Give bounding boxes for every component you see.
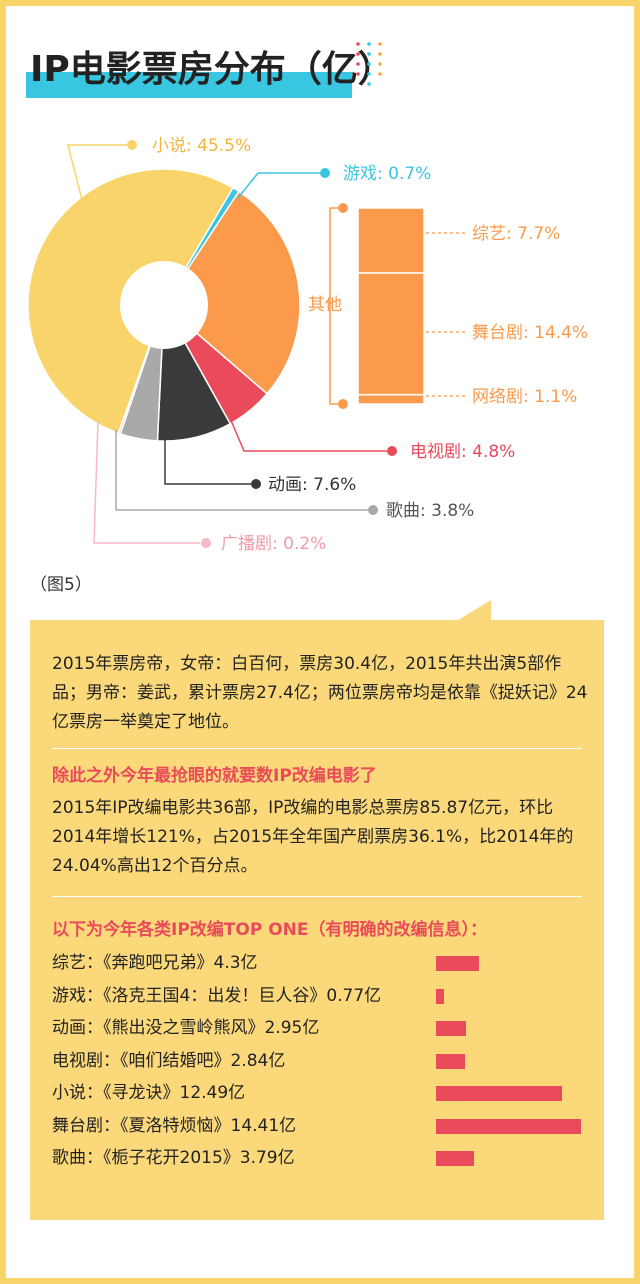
label-stage: 舞台剧: 14.4% [472,323,588,343]
panel-tab [455,600,491,622]
top-list-label: 小说：《寻龙诀》12.49亿 [52,1083,246,1103]
leader-animation-dot [251,479,261,489]
top-list-label: 歌曲：《栀子花开2015》3.79亿 [52,1148,295,1168]
top-list-item: 动画：《熊出没之雪岭熊风》2.95亿 [52,1015,592,1041]
label-game: 游戏: 0.7% [343,164,431,184]
donut-hole [120,261,208,349]
title-underline-bar [26,72,352,98]
other-breakdown-bar-1 [357,272,425,396]
figure-label: （图5） [30,575,92,595]
top-list-item: 小说：《寻龙诀》12.49亿 [52,1080,592,1106]
highlight-heading-1: 除此之外今年最抢眼的就要数IP改编电影了 [52,766,377,786]
label-music: 歌曲: 3.8% [386,501,474,521]
other-breakdown-bar-2 [357,393,425,405]
label-tv: 电视剧: 4.8% [410,442,515,462]
top-list-item: 歌曲：《栀子花开2015》3.79亿 [52,1145,592,1171]
other-bracket [329,207,343,405]
leader-tv [229,417,387,452]
highlight-heading-2: 以下为今年各类IP改编TOP ONE（有明确的改编信息）： [52,920,488,940]
top-list-label: 游戏：《洛克王国4：出发！巨人谷》0.77亿 [52,985,382,1006]
other-bracket-bottom-dot [338,399,348,409]
page-title: IP电影票房分布（亿） [30,49,394,90]
top-list-item: 游戏：《洛克王国4：出发！巨人谷》0.77亿 [52,983,592,1009]
leader-tv-dot [387,446,397,456]
other-bracket-top-dot [338,203,348,213]
leader-radio [93,419,200,544]
leader-animation [164,440,252,485]
decorative-dots [356,42,382,86]
other-breakdown-bar-0 [357,207,425,274]
divider [52,896,582,897]
paragraph-box-office-emperor: 2015年票房帝，女帝：白百何，票房30.4亿，2015年共出演5部作品；男帝：… [52,654,588,732]
leader-novel-dot [127,140,137,150]
pie-slice-2 [163,190,301,395]
label-web-drama: 网络剧: 1.1% [472,387,577,407]
label-variety: 综艺: 7.7% [472,224,560,244]
top-list-label: 电视剧：《咱们结婚吧》2.84亿 [52,1050,286,1071]
divider [52,748,582,749]
leader-game-dot [320,168,330,178]
paragraph-ip-movies: 2015年IP改编电影共36部，IP改编的电影总票房85.87亿元，环比2014… [52,798,574,876]
top-list-bar [436,1021,466,1036]
top-list-item: 综艺：《奔跑吧兄弟》4.3亿 [52,950,592,976]
label-animation: 动画: 7.6% [268,475,356,495]
other-label: 其他 [308,295,342,315]
top-list-label: 动画：《熊出没之雪岭熊风》2.95亿 [52,1018,320,1038]
top-list-bar [436,1151,475,1166]
top-list-label: 综艺：《奔跑吧兄弟》4.3亿 [52,953,258,973]
top-list-bar [436,1086,562,1101]
leader-radio-dot [201,538,211,548]
label-radio: 广播剧: 0.2% [221,534,326,554]
top-list-bar [436,956,480,971]
leader-music [115,430,368,511]
top-list-item: 电视剧：《咱们结婚吧》2.84亿 [52,1048,592,1074]
top-list-bar [436,988,444,1004]
label-novel: 小说: 45.5% [152,136,251,156]
ip-box-office-pie-chart: 其他 小说: 45.5% 游戏: 0.7% 电视剧: 4.8% 动画: 7.6%… [27,136,588,554]
leader-music-dot [368,505,378,515]
leader-novel [67,144,128,201]
top-list-item: 舞台剧：《夏洛特烦恼》14.41亿 [52,1113,592,1139]
top-list-label: 舞台剧：《夏洛特烦恼》14.41亿 [52,1115,297,1136]
top-list-bar [436,1118,581,1134]
top-list-bar [436,1053,465,1069]
leader-game [237,172,320,199]
